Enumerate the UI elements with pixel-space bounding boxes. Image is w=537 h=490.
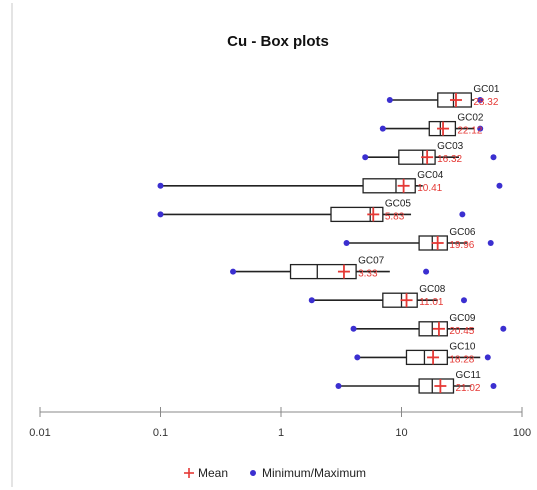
minimum-point (350, 325, 357, 332)
mean-value-label: 5.83 (385, 211, 405, 222)
series-name-label: GC04 (417, 170, 444, 181)
maximum-point (487, 240, 494, 246)
mean-value-label: 20.45 (449, 326, 474, 337)
mean-value-label: 3.33 (358, 269, 378, 280)
x-tick-label: 0.01 (29, 427, 50, 439)
box-gc06: GC06 19.96 (343, 227, 494, 251)
maximum-point (500, 325, 507, 332)
box-gc09: GC09 20.45 (350, 313, 507, 337)
box-series-group: GC01 28.32 GC02 22.12 GC03 16.32 GC04 10.41 GC05… (157, 84, 507, 394)
minimum-point (343, 240, 350, 246)
series-name-label: GC10 (449, 341, 476, 352)
maximum-point (477, 97, 484, 103)
mean-value-label: 21.02 (455, 383, 480, 394)
legend-mean-label: Mean (198, 466, 228, 480)
legend: Mean Minimum/Maximum (184, 466, 366, 480)
series-name-label: GC11 (455, 370, 481, 381)
maximum-point (460, 297, 467, 304)
minimum-point (354, 354, 361, 361)
box-gc02: GC02 22.12 (379, 113, 484, 137)
box-gc03: GC03 16.32 (362, 141, 497, 165)
iqr-box (289, 263, 357, 280)
maximum-point (477, 125, 484, 132)
legend-item-mean: Mean (184, 466, 228, 480)
minimum-point (362, 154, 369, 161)
mean-value-label: 19.96 (449, 240, 474, 251)
minimum-point (335, 383, 342, 389)
minimum-point (157, 182, 164, 189)
x-axis-ticks: 0.01 0.1 1 10 100 (29, 407, 531, 439)
x-tick-label: 10 (395, 427, 407, 439)
box-gc04: GC04 10.41 (157, 170, 503, 194)
iqr-box (362, 178, 416, 194)
maximum-point (484, 354, 491, 361)
minimum-point (157, 211, 164, 218)
mean-value-label: 16.32 (437, 154, 462, 165)
series-name-label: GC02 (457, 113, 484, 124)
series-name-label: GC05 (385, 198, 412, 209)
iqr-box (405, 349, 448, 366)
legend-minmax-marker (250, 470, 256, 476)
x-tick-label: 1 (278, 427, 284, 439)
series-name-label: GC03 (437, 141, 464, 152)
iqr-box (382, 292, 418, 308)
maximum-point (490, 383, 497, 389)
series-name-label: GC07 (358, 256, 385, 267)
box-gc11: GC11 21.02 (335, 370, 497, 394)
series-name-label: GC06 (449, 227, 476, 238)
series-name-label: GC09 (449, 313, 476, 324)
legend-minmax-label: Minimum/Maximum (262, 466, 366, 480)
mean-value-label: 10.41 (417, 183, 442, 194)
mean-value-label: 22.12 (457, 126, 482, 137)
mean-value-label: 28.32 (473, 97, 498, 108)
x-tick-label: 100 (513, 427, 531, 439)
legend-item-minmax: Minimum/Maximum (250, 466, 366, 480)
maximum-point (423, 268, 430, 275)
chart-title: Cu - Box plots (227, 33, 329, 50)
iqr-box (398, 149, 436, 165)
maximum-point (490, 154, 497, 161)
minimum-point (379, 125, 386, 132)
series-name-label: GC08 (419, 284, 446, 295)
mean-value-label: 11.01 (419, 297, 444, 308)
mean-value-label: 18.28 (449, 354, 474, 365)
minimum-point (230, 268, 237, 275)
x-tick-label: 0.1 (153, 427, 168, 439)
maximum-point (459, 211, 466, 218)
box-gc10: GC10 18.28 (354, 341, 491, 366)
series-name-label: GC01 (473, 84, 500, 95)
box-gc05: GC05 5.83 (157, 198, 466, 222)
minimum-point (308, 297, 315, 304)
box-gc01: GC01 28.32 (386, 84, 500, 108)
maximum-point (496, 182, 503, 189)
box-gc08: GC08 11.01 (308, 284, 467, 308)
minimum-point (386, 97, 393, 103)
box-gc07: GC07 3.33 (230, 256, 430, 280)
